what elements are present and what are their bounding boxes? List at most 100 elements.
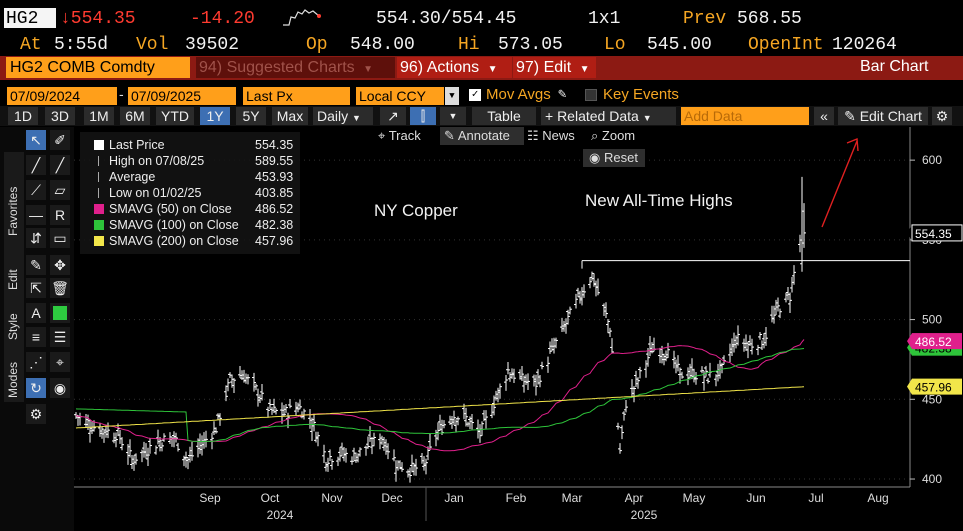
dropdown-arrow-icon: ▼	[363, 64, 374, 75]
mov-avgs-label: Mov Avgs	[486, 86, 551, 103]
period-6m[interactable]: 6M	[120, 107, 150, 125]
trash-icon[interactable]: 🗑	[50, 278, 70, 298]
chart-style-dropdown[interactable]: ▼	[440, 107, 466, 125]
period-1d[interactable]: 1D	[8, 107, 38, 125]
legend-row[interactable]: Last Price	[94, 138, 165, 152]
ticker-box[interactable]: HG2	[4, 8, 56, 29]
edit-chart-button[interactable]: ✎ Edit Chart	[838, 107, 928, 125]
segment-tool-icon[interactable]: ⟋	[26, 180, 46, 200]
price-field-select[interactable]: Last Px	[243, 87, 350, 105]
sma100-line	[75, 348, 805, 442]
cursor-icon[interactable]: ↖	[26, 130, 46, 150]
gear-icon[interactable]: ⚙	[932, 107, 952, 125]
security-field[interactable]: HG2 COMB Comdty	[6, 57, 190, 78]
sma50-line	[75, 339, 805, 452]
mov-avgs-checkbox[interactable]: ✓	[469, 89, 481, 101]
palette-icon[interactable]: ◉	[50, 378, 70, 398]
legend-row[interactable]: Average	[94, 170, 155, 184]
track-button[interactable]: ⌖ Track	[378, 128, 421, 144]
period-max[interactable]: Max	[272, 107, 308, 125]
x-tick-label: Jun	[746, 491, 765, 505]
suggested-charts-button[interactable]: 94) Suggested Charts ▼	[196, 57, 395, 78]
line-tool-icon[interactable]: ╱	[26, 155, 46, 175]
suggested-charts-label: 94) Suggested Charts	[199, 59, 355, 76]
frequency-select[interactable]: Daily ▼	[313, 107, 373, 125]
period-1m[interactable]: 1M	[84, 107, 114, 125]
low-value: 545.00	[647, 35, 712, 55]
rectangle-icon[interactable]: ▭	[50, 228, 70, 248]
tab-style[interactable]: Style	[6, 313, 20, 340]
legend-swatch	[94, 204, 104, 214]
zoom-button[interactable]: ⌕ Zoom	[591, 128, 635, 144]
actions-label: 96) Actions	[400, 59, 480, 76]
dropdown-arrow-icon: ▼	[487, 64, 498, 75]
line-style-icon[interactable]: ☰	[50, 327, 70, 347]
period-1y[interactable]: 1Y	[200, 107, 230, 125]
brush-icon[interactable]: ✎	[26, 255, 46, 275]
reset-button[interactable]: ◉ Reset	[583, 149, 645, 167]
currency-dropdown-button[interactable]: ▼	[445, 87, 459, 105]
fib-icon[interactable]: ⇵	[26, 228, 46, 248]
chart-legend	[80, 132, 300, 254]
refresh-icon[interactable]: ↻	[26, 378, 46, 398]
legend-row[interactable]: SMAVG (100) on Close	[94, 218, 239, 232]
table-button[interactable]: Table	[472, 107, 536, 125]
text-style-icon[interactable]: A	[26, 303, 46, 323]
start-date-field[interactable]: 07/09/2024	[7, 87, 117, 105]
line-chart-icon[interactable]: ↗	[380, 107, 406, 125]
tab-edit[interactable]: Edit	[6, 269, 20, 290]
news-button[interactable]: ☷ News	[527, 128, 575, 144]
select-icon[interactable]: ⇱	[26, 278, 46, 298]
legend-swatch	[94, 140, 104, 150]
add-data-input[interactable]: Add Data	[681, 107, 809, 125]
currency-select[interactable]: Local CCY	[356, 87, 444, 105]
annotation-text: NY Copper	[374, 201, 458, 220]
y-tick-label: 400	[922, 472, 942, 486]
collapse-chevron-icon[interactable]: «	[814, 107, 834, 125]
currency-value: Local CCY	[359, 88, 426, 104]
pencil-icon[interactable]: ✎	[558, 87, 567, 103]
key-events-checkbox[interactable]	[585, 89, 597, 101]
bid-ask: 554.30/554.45	[376, 9, 517, 29]
last-price-tag-pointer	[907, 224, 912, 241]
date-separator: -	[119, 86, 124, 102]
line-weight-icon[interactable]: ≡	[26, 327, 46, 347]
legend-row[interactable]: SMAVG (200) on Close	[94, 234, 239, 248]
period-5y[interactable]: 5Y	[236, 107, 266, 125]
tab-favorites[interactable]: Favorites	[6, 186, 20, 236]
draw-tool-icon[interactable]: ✐	[50, 130, 70, 150]
dotted-line-icon[interactable]: ⋰	[26, 352, 46, 372]
period-ytd[interactable]: YTD	[156, 107, 194, 125]
period-3d[interactable]: 3D	[45, 107, 75, 125]
end-date-value: 07/09/2025	[131, 88, 202, 104]
prev-value: 568.55	[737, 9, 802, 29]
ray-tool-icon[interactable]: ╱	[50, 155, 70, 175]
actions-button[interactable]: 96) Actions ▼	[397, 57, 512, 78]
channel-tool-icon[interactable]: ▱	[50, 180, 70, 200]
legend-row[interactable]: High on 07/08/25	[94, 154, 204, 168]
annotate-button[interactable]: ✎ Annotate	[440, 127, 524, 145]
x-year-label: 2024	[267, 508, 294, 522]
x-tick-label: Oct	[261, 491, 280, 505]
color-swatch-icon[interactable]	[50, 303, 70, 323]
bar-chart-icon[interactable]: ⫿	[410, 107, 436, 125]
retracement-icon[interactable]: R	[50, 205, 70, 225]
sma50-tag: 486.52	[915, 335, 952, 349]
horizontal-line-icon[interactable]: —	[26, 205, 46, 225]
move-icon[interactable]: ✥	[50, 255, 70, 275]
legend-row[interactable]: Low on 01/02/25	[94, 186, 201, 200]
price-chart[interactable]: 400450500550600SepOctNovDecJanFebMarAprM…	[74, 127, 963, 531]
chart-type-title: Bar Chart	[860, 58, 929, 75]
x-year-label: 2025	[631, 508, 658, 522]
crosshair-icon[interactable]: ⌖	[50, 352, 70, 372]
edit-button[interactable]: 97) Edit ▼	[513, 57, 596, 78]
settings-gear-icon[interactable]: ⚙	[26, 404, 46, 424]
tab-modes[interactable]: Modes	[6, 361, 20, 398]
y-tick-label: 500	[922, 313, 942, 327]
quote-row	[0, 0, 963, 34]
openint-value: 120264	[832, 35, 897, 55]
related-data-button[interactable]: + Related Data ▼	[541, 107, 676, 125]
legend-row[interactable]: SMAVG (50) on Close	[94, 202, 232, 216]
zoom-icon: ⌕	[591, 128, 599, 143]
end-date-field[interactable]: 07/09/2025	[128, 87, 236, 105]
